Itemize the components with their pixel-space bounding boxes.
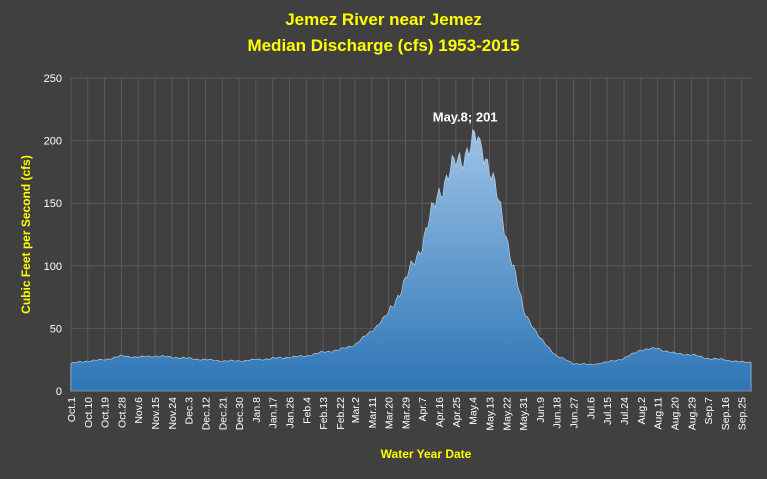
x-tick-label: Jun.18 — [552, 397, 564, 429]
discharge-area-series — [70, 128, 752, 392]
x-tick-label: Jun.9 — [535, 397, 547, 423]
y-tick-label: 200 — [44, 136, 62, 148]
x-tick-label: Nov.15 — [150, 397, 162, 430]
x-tick-label: Oct.10 — [83, 397, 95, 428]
y-tick-label: 50 — [50, 323, 62, 335]
x-tick-label: Jul.6 — [585, 397, 597, 419]
x-tick-label: Jul.24 — [619, 397, 631, 425]
x-tick-label: Mar.29 — [400, 397, 412, 429]
x-tick-label: Apr.16 — [434, 397, 446, 428]
chart-subtitle: Median Discharge (cfs) 1953-2015 — [247, 36, 520, 55]
x-tick-label: May.22 — [501, 397, 513, 431]
x-tick-label: Dec.3 — [184, 397, 196, 425]
x-tick-label: Apr.7 — [417, 397, 429, 422]
y-tick-label: 100 — [44, 261, 62, 273]
y-tick-label: 0 — [56, 386, 62, 398]
x-tick-label: Nov.6 — [133, 397, 145, 424]
x-tick-label: Jan.17 — [268, 397, 280, 429]
x-tick-label: Nov.24 — [167, 397, 179, 430]
x-tick-label: Sep.16 — [720, 397, 732, 430]
x-tick-label: Mar.2 — [350, 397, 362, 423]
x-tick-label: Oct.19 — [100, 397, 112, 428]
y-tick-label: 250 — [44, 73, 62, 85]
x-tick-label: Mar.20 — [384, 397, 396, 429]
peak-annotation: May.8; 201 — [433, 109, 498, 124]
x-tick-label: Sep.25 — [737, 397, 749, 430]
x-tick-label: Aug.20 — [669, 397, 681, 430]
x-tick-label: May.31 — [518, 397, 530, 431]
y-axis-title: Cubic Feet per Second (cfs) — [19, 155, 33, 314]
x-tick-label: Oct.28 — [116, 397, 128, 428]
x-tick-label: Jul.15 — [602, 397, 614, 425]
x-tick-label: Dec.30 — [234, 397, 246, 430]
x-tick-label: Jan.26 — [285, 397, 297, 429]
x-tick-label: Mar.11 — [367, 397, 379, 428]
x-axis-title: Water Year Date — [381, 447, 472, 461]
chart-title: Jemez River near Jemez — [285, 10, 482, 29]
x-tick-label: Dec.12 — [200, 397, 212, 430]
x-tick-label: May.13 — [484, 397, 496, 431]
x-tick-label: Jan.8 — [251, 397, 263, 423]
x-tick-label: Feb.13 — [318, 397, 330, 430]
y-tick-label: 150 — [44, 198, 62, 210]
x-tick-label: May.4 — [468, 397, 480, 425]
x-tick-label: Feb.4 — [301, 397, 313, 424]
x-tick-label: Aug.2 — [636, 397, 648, 425]
x-tick-label: Sep.7 — [703, 397, 715, 425]
x-tick-label: Feb.22 — [335, 397, 347, 430]
x-tick-label: Aug.11 — [653, 397, 665, 430]
x-tick-label: Oct.1 — [66, 397, 78, 422]
x-tick-label: Jun.27 — [569, 397, 581, 429]
x-tick-label: Apr.25 — [451, 397, 463, 428]
x-tick-label: Dec.21 — [217, 397, 229, 430]
x-tick-label: Aug.29 — [686, 397, 698, 430]
